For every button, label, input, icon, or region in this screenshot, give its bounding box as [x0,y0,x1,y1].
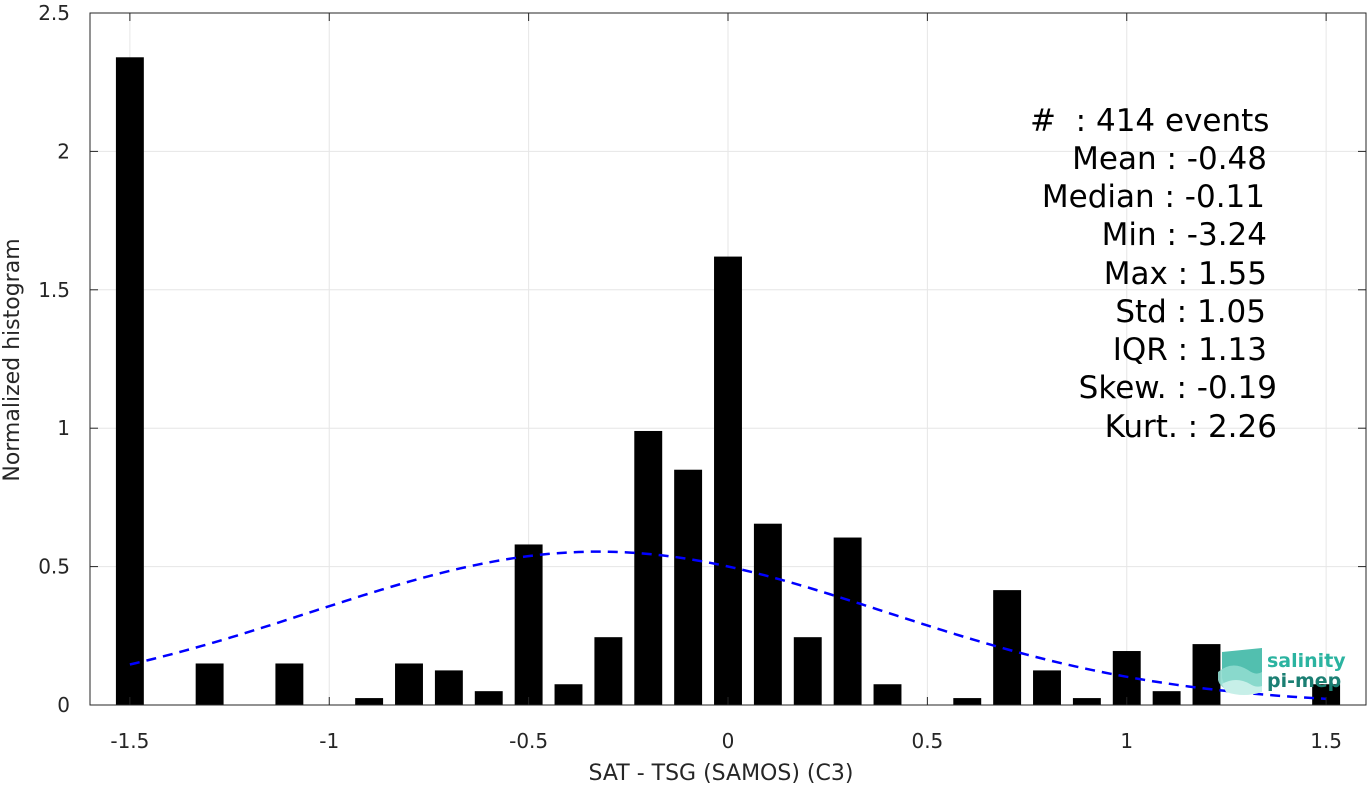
histogram-bar [514,544,543,705]
x-tick-label: 1 [1120,729,1133,753]
x-tick-label: 0 [722,729,735,753]
x-tick-label: -1 [319,729,339,753]
histogram-bar [554,684,583,705]
x-tick-label: -1.5 [110,729,149,753]
y-tick-label: 2 [57,139,70,163]
y-tick-label: 1.5 [38,278,70,302]
histogram-bar [474,691,503,705]
logo-line1: salinity [1267,650,1346,672]
stats-block: # : 414 events Mean : -0.48 Median : -0.… [1030,103,1277,445]
y-tick-label: 2.5 [38,1,70,25]
bars-layer [115,57,1341,705]
x-tick-label: 1.5 [1310,729,1342,753]
histogram-bar [395,663,423,705]
y-axis-label: Normalized histogram [0,238,25,481]
stats-skew: Skew. : -0.19 [1079,370,1277,406]
histogram-bar [434,670,463,705]
y-tick-labels: 0 0.5 1 1.5 2 2.5 [38,1,70,717]
logo-line2: pi-mep [1267,670,1341,692]
salinity-pi-mep-logo: salinity pi-mep [1218,648,1346,695]
stats-kurt: Kurt. : 2.26 [1105,409,1277,445]
x-tick-labels: -1.5 -1 -0.5 0 0.5 1 1.5 [110,729,1342,753]
stats-median: Median : -0.11 [1042,179,1265,215]
histogram-bar [634,430,663,705]
ticks-layer [90,12,1366,706]
histogram-bar [753,523,782,705]
histogram-bar [793,637,822,705]
stats-iqr: IQR : 1.13 [1113,332,1267,368]
histogram-bar [1152,691,1181,705]
stats-min: Min : -3.24 [1102,217,1267,253]
logo-wave-icon [1218,648,1262,695]
histogram-bar [833,537,862,705]
histogram-bar [873,684,902,705]
histogram-bar [714,256,742,705]
x-tick-label: -0.5 [509,729,548,753]
stats-std: Std : 1.05 [1115,294,1266,330]
histogram-bar [674,469,703,705]
histogram-bar [1072,698,1101,705]
histogram-bar [1033,670,1061,705]
x-tick-label: 0.5 [911,729,943,753]
normal-fit-curve [129,550,1327,701]
y-tick-label: 1 [57,416,70,440]
histogram-bar [953,698,982,705]
histogram-bar [993,590,1022,705]
histogram-bar [115,57,144,705]
x-axis-label: SAT - TSG (SAMOS) (C3) [589,761,854,785]
stats-max: Max : 1.55 [1104,256,1267,292]
y-tick-label: 0.5 [38,555,70,579]
histogram-bar [594,637,623,705]
histogram-bar [195,663,224,705]
stats-count: # : 414 events [1030,103,1269,139]
y-tick-label: 0 [57,693,70,717]
stats-mean: Mean : -0.48 [1072,141,1267,177]
histogram-bar [1312,684,1341,705]
histogram-bar [275,663,304,705]
histogram-bar [355,698,384,705]
histogram-bar [1192,644,1221,705]
